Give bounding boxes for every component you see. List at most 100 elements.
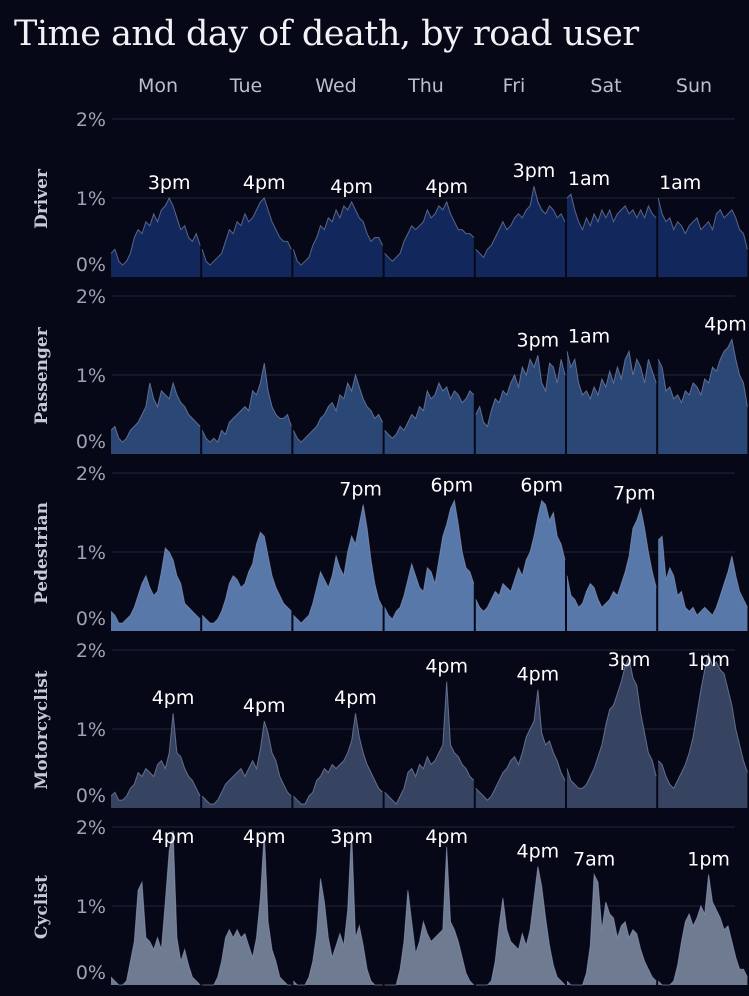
y-tick-label: 0% (76, 431, 106, 453)
area-pedestrian-sat (567, 508, 657, 631)
line-driver-sat (566, 193, 657, 231)
area-motorcyclist-sat (567, 657, 657, 808)
line-passenger-wed (292, 373, 384, 443)
y-tick-label: 1% (76, 719, 106, 741)
line-passenger-sat (566, 349, 657, 401)
line-cyclist-sun (657, 874, 748, 986)
line-cyclist-mon (110, 830, 201, 986)
peak-label: 3pm (148, 172, 191, 194)
peak-label: 4pm (704, 313, 747, 335)
y-tick-label: 1% (76, 188, 106, 210)
peak-label: 4pm (152, 687, 195, 709)
peak-label: 7pm (339, 479, 382, 501)
line-motorcyclist-tue (201, 720, 292, 805)
peak-label: 1pm (687, 649, 730, 671)
row-motorcyclist: 0% 1% 2% Motorcyclist 4pm 4pm 4pm 4pm 4pm 3pm 1pm (32, 640, 748, 808)
area-pedestrian-tue (202, 532, 292, 631)
area-motorcyclist-fri (475, 689, 565, 808)
y-tick-label: 0% (76, 254, 106, 276)
area-pedestrian-wed (293, 504, 383, 631)
peak-label: 6pm (520, 475, 563, 497)
area-driver-mon (111, 198, 201, 277)
day-label-tue: Tue (229, 75, 262, 97)
chart-title: Time and day of death, by road user (14, 14, 639, 54)
area-pedestrian-fri (475, 500, 565, 631)
line-motorcyclist-mon (110, 713, 201, 801)
peak-label: 1am (659, 172, 701, 194)
area-motorcyclist-tue (202, 721, 292, 808)
day-label-fri: Fri (503, 75, 526, 97)
area-passenger-sun (658, 339, 748, 454)
y-tick-label: 0% (76, 608, 106, 630)
area-motorcyclist-sun (658, 654, 748, 808)
row-label-pedestrian: Pedestrian (32, 502, 52, 604)
area-cyclist-wed (293, 831, 383, 985)
area-driver-wed (293, 201, 383, 277)
area-cyclist-fri (475, 866, 565, 985)
row-cyclist: 0% 1% 2% Cyclist 4pm 4pm 3pm 4pm 4pm 7am 1pm (32, 817, 748, 986)
line-pedestrian-fri (475, 499, 566, 613)
line-motorcyclist-sat (566, 656, 657, 789)
day-label-thu: Thu (407, 75, 444, 97)
peak-label: 3pm (330, 826, 373, 848)
peak-label: 4pm (243, 695, 286, 717)
line-motorcyclist-sun (657, 652, 748, 790)
line-pedestrian-sat (566, 506, 657, 609)
peak-label: 3pm (608, 649, 651, 671)
peak-label: 7pm (613, 483, 656, 505)
peak-label: 1am (568, 325, 610, 347)
peak-label: 6pm (430, 475, 473, 497)
peak-label: 3pm (517, 329, 560, 351)
row-label-cyclist: Cyclist (32, 875, 52, 939)
area-motorcyclist-thu (384, 681, 474, 808)
line-passenger-mon (110, 381, 201, 443)
line-passenger-thu (384, 381, 475, 439)
day-label-wed: Wed (315, 75, 356, 97)
y-tick-label: 2% (76, 109, 106, 131)
y-tick-label: 0% (76, 785, 106, 807)
line-motorcyclist-fri (475, 689, 566, 801)
peak-label: 4pm (243, 826, 286, 848)
area-driver-tue (202, 198, 292, 277)
area-motorcyclist-wed (293, 713, 383, 808)
area-passenger-sat (567, 351, 657, 454)
line-pedestrian-wed (293, 504, 384, 624)
peak-label: 3pm (513, 160, 556, 182)
line-cyclist-wed (293, 830, 383, 986)
area-passenger-fri (475, 355, 565, 454)
line-passenger-tue (201, 363, 292, 444)
line-passenger-fri (475, 355, 566, 428)
day-label-sun: Sun (676, 75, 712, 97)
area-cyclist-mon (111, 831, 201, 985)
peak-label: 1pm (687, 848, 730, 870)
area-pedestrian-sun (658, 536, 748, 631)
area-cyclist-tue (202, 831, 292, 985)
row-passenger: 0% 1% 2% Passenger 3pm 1am 4pm (32, 286, 748, 454)
day-label-sat: Sat (590, 75, 621, 97)
peak-label: 1am (568, 168, 610, 190)
y-tick-label: 1% (76, 542, 106, 564)
peak-label: 4pm (243, 172, 286, 194)
y-tick-label: 0% (76, 962, 106, 984)
area-pedestrian-mon (111, 548, 201, 631)
area-cyclist-sun (658, 874, 748, 985)
line-motorcyclist-wed (293, 713, 383, 805)
line-pedestrian-mon (110, 546, 201, 624)
area-passenger-thu (384, 382, 474, 454)
area-cyclist-sat (567, 874, 657, 985)
area-driver-sun (658, 198, 748, 277)
area-passenger-tue (202, 363, 292, 454)
line-driver-thu (384, 200, 475, 262)
area-cyclist-thu (384, 846, 474, 985)
peak-label: 4pm (425, 656, 468, 678)
row-label-motorcyclist: Motorcyclist (32, 670, 52, 789)
area-passenger-wed (293, 375, 383, 454)
peak-label: 4pm (334, 687, 377, 709)
row-label-passenger: Passenger (32, 326, 52, 424)
line-motorcyclist-thu (384, 681, 475, 805)
line-driver-tue (201, 197, 292, 266)
peak-label: 4pm (517, 664, 560, 686)
line-cyclist-fri (475, 866, 566, 986)
y-tick-label: 1% (76, 896, 106, 918)
